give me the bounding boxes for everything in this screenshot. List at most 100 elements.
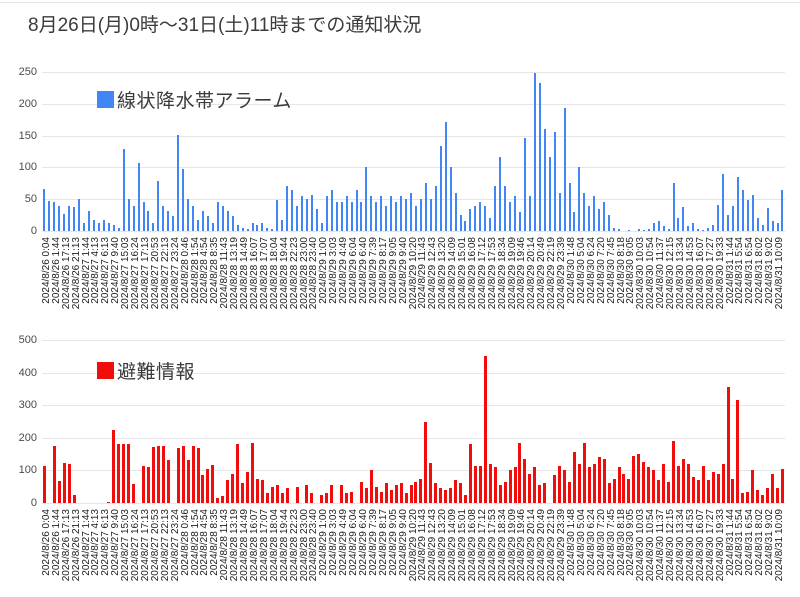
bar-slot [354, 72, 359, 231]
bar-slot [364, 340, 369, 503]
bar-slot [666, 340, 671, 503]
bar-slot [686, 72, 691, 231]
bar [117, 444, 121, 503]
bar-slot [622, 340, 627, 503]
bar [67, 463, 71, 503]
bar [310, 194, 313, 231]
bar [583, 192, 586, 231]
bar-slot [131, 340, 136, 503]
bar [364, 488, 368, 503]
bar [662, 225, 665, 231]
bar-slot [423, 72, 428, 231]
bar-slot [527, 340, 532, 503]
bar [162, 206, 165, 231]
bar [226, 210, 229, 231]
bar [355, 189, 358, 231]
x-axis-label: 2024/8/30 19:33 [714, 509, 726, 582]
bar-slot [577, 72, 582, 231]
bar [726, 387, 730, 503]
bar [712, 224, 715, 231]
bar [385, 205, 388, 231]
bar [627, 478, 631, 503]
bar-slot [52, 72, 57, 231]
bar-slot [433, 72, 438, 231]
bar-slot [42, 72, 47, 231]
bar-slot [498, 340, 503, 503]
bar-slot [250, 340, 255, 503]
bar-slot [547, 72, 552, 231]
bar-slot [384, 340, 389, 503]
bar-slot [498, 72, 503, 231]
bar [449, 166, 452, 231]
bar-slot [745, 72, 750, 231]
y-axis-label: 500 [18, 334, 37, 346]
bar-slot [671, 72, 676, 231]
bar-slot [62, 72, 67, 231]
bar-slot [72, 72, 77, 231]
bar-slot [280, 72, 285, 231]
bar [766, 488, 770, 503]
bar [72, 494, 76, 503]
bar [657, 221, 660, 231]
bar-slot [176, 340, 181, 503]
bar-slot [349, 340, 354, 503]
bar-slot [106, 340, 111, 503]
bar [246, 472, 250, 503]
bar [151, 446, 155, 503]
bar [761, 494, 765, 503]
bar [518, 442, 522, 503]
bar-slot [567, 340, 572, 503]
bar-slot [641, 72, 646, 231]
bar-slot [602, 72, 607, 231]
bar [612, 478, 616, 503]
x-axis: 2024/8/26 0:04 2024/8/26 1:44 2024/8/26 17… [41, 235, 785, 330]
window-top-rule [0, 2, 800, 3]
bar-slot [612, 72, 617, 231]
bar-slot [735, 72, 740, 231]
bar-slot [626, 72, 631, 231]
bar [266, 227, 269, 231]
bar [191, 445, 195, 503]
bar [187, 199, 190, 231]
bar-slot [701, 72, 706, 231]
y-axis-label: 300 [18, 399, 37, 412]
bar-slot [730, 340, 735, 503]
bar [157, 180, 160, 231]
bar-slot [780, 340, 785, 503]
bar [523, 459, 527, 503]
bar [553, 132, 556, 231]
bar-slot [582, 340, 587, 503]
y-axis-label: 200 [18, 431, 37, 444]
bar-slot [146, 340, 151, 503]
x-axis-label: 2024/8/30 7:45 [605, 509, 617, 576]
bar [721, 463, 725, 503]
bar-slot [503, 340, 508, 503]
bar [246, 229, 249, 231]
bar [58, 206, 61, 231]
bar-slot [468, 72, 473, 231]
bar [706, 480, 710, 503]
bar [657, 480, 661, 503]
bar-slot [508, 72, 513, 231]
gridline [42, 199, 785, 201]
x-axis-label: 2024/8/28 22:23 [288, 509, 300, 582]
bar-slot [711, 340, 716, 503]
bar-slot [126, 340, 131, 503]
bar [424, 421, 428, 503]
bar [498, 485, 502, 503]
bars [42, 340, 785, 503]
bar [771, 221, 774, 231]
bar-slot [522, 72, 527, 231]
bar [236, 224, 239, 231]
bar-slot [780, 72, 785, 231]
bar [463, 494, 467, 503]
bar [667, 481, 671, 503]
bar-slot [453, 72, 458, 231]
bar [454, 480, 458, 503]
bar [186, 459, 190, 503]
bar-slot [582, 72, 587, 231]
bar [192, 206, 195, 231]
bar-slot [478, 340, 483, 503]
y-axis-label: 100 [18, 161, 37, 174]
bar-slot [641, 340, 646, 503]
